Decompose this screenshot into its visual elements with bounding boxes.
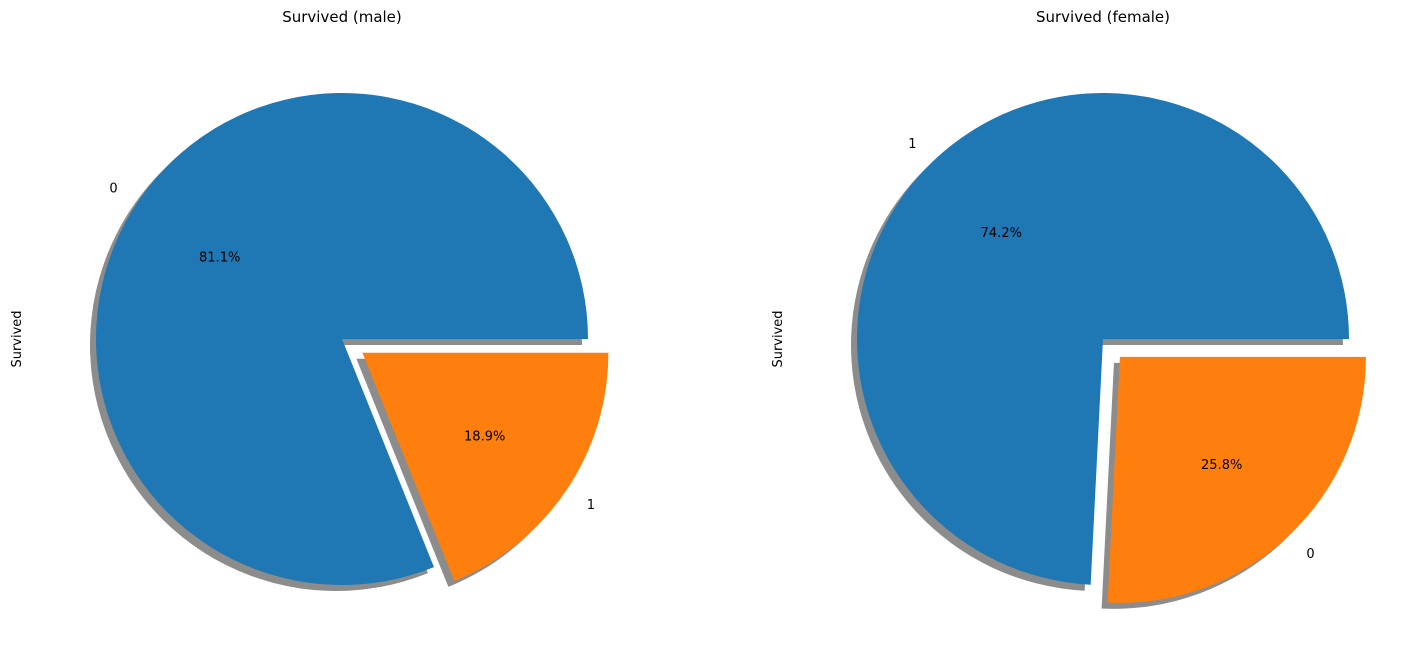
pie-category-label: 0	[109, 182, 117, 197]
pie-percent-label: 81.1%	[199, 250, 240, 265]
pie-category-label: 1	[587, 498, 595, 513]
pie-category-label: 1	[908, 137, 916, 152]
y-axis-label: Survived	[771, 310, 786, 367]
pie-percent-label: 25.8%	[1201, 458, 1242, 473]
pie-chart-male: Survived (male) Survived 81.1% 0 18.9% 1	[10, 8, 609, 591]
pie-percent-label: 74.2%	[981, 226, 1022, 241]
y-axis-label: Survived	[10, 310, 25, 367]
pie-chart-female: Survived (female) Survived 74.2% 1 25.8% 0	[771, 8, 1366, 609]
chart-title: Survived (female)	[1036, 8, 1170, 26]
pie-slice-0	[1107, 356, 1366, 603]
chart-title: Survived (male)	[282, 8, 402, 26]
pie-category-label: 0	[1306, 547, 1314, 562]
pie-slice-1	[857, 93, 1349, 585]
pie-slice-0	[95, 92, 589, 585]
pie-percent-label: 18.9%	[464, 429, 505, 444]
pie-slice-1	[362, 352, 609, 581]
